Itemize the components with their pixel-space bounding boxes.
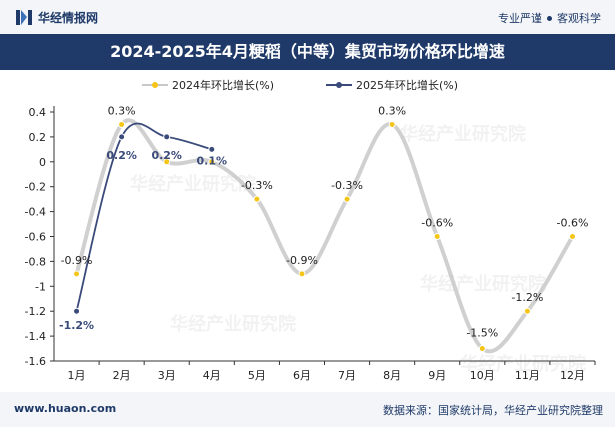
website-link[interactable]: www.huaon.com (14, 402, 117, 415)
legend-label-2: 2025年环比增长(%) (356, 78, 458, 92)
series-1-point (433, 233, 441, 240)
y-tick-label: -0.6 (25, 231, 46, 244)
series-1-point (298, 270, 306, 278)
data-label: 0.2% (106, 149, 137, 162)
series-1-point (73, 270, 81, 278)
series-2-point (163, 133, 171, 141)
x-tick-label: 1月 (68, 369, 86, 382)
x-tick-label: 11月 (515, 369, 540, 382)
series-2-point (118, 133, 126, 141)
data-label: -0.9% (61, 254, 93, 267)
tagline-left: 专业严谨 (498, 12, 542, 25)
watermark-text: 华经产业研究院 (170, 313, 296, 335)
x-tick-label: 6月 (293, 369, 311, 382)
separator-dot-icon (547, 15, 552, 21)
series-1-point (253, 195, 261, 203)
x-tick-label: 10月 (470, 369, 495, 382)
series-1-point (343, 195, 351, 203)
series-2-point (73, 307, 81, 315)
y-tick-label: 0 (39, 156, 46, 169)
data-label: -0.6% (421, 217, 453, 230)
chart-title: 2024-2025年4月粳稻（中等）集贸市场价格环比增速 (110, 42, 505, 61)
data-label: -0.3% (331, 179, 363, 192)
data-label: -1.5% (466, 327, 498, 340)
brand-name: 华经情报网 (38, 11, 99, 25)
data-label: -1.2% (511, 291, 543, 304)
legend-marker-1 (152, 82, 158, 88)
y-tick-label: -0.2 (25, 181, 46, 194)
data-label: -0.9% (286, 254, 318, 267)
x-tick-label: 5月 (248, 369, 266, 382)
top-bar: 华经情报网 专业严谨 客观科学 (0, 0, 615, 34)
footer-bar: www.huaon.com 数据来源：国家统计局，华经产业研究院整理 (0, 392, 615, 427)
tagline: 专业严谨 客观科学 (498, 10, 601, 26)
data-label: -0.6% (556, 217, 588, 230)
y-tick-label: -1 (35, 280, 46, 293)
data-label: 0.3% (378, 104, 406, 117)
y-tick-label: -0.4 (25, 206, 46, 219)
x-tick-label: 4月 (203, 369, 221, 382)
data-source: 数据来源：国家统计局，华经产业研究院整理 (383, 404, 603, 417)
series-line-2 (75, 122, 213, 312)
y-tick-label: -1.2 (25, 305, 46, 318)
tagline-right: 客观科学 (557, 12, 601, 25)
series-1-point (208, 158, 216, 166)
y-tick-label: 0.2 (29, 131, 47, 144)
legend-marker-2 (336, 82, 342, 88)
y-tick-label: 0.4 (29, 106, 47, 119)
series-1-point (568, 233, 576, 240)
x-tick-label: 8月 (383, 369, 401, 382)
series-1-point (478, 345, 486, 353)
y-tick-label: -1.4 (25, 330, 46, 343)
x-tick-label: 3月 (158, 369, 176, 382)
x-tick-label: 12月 (560, 369, 585, 382)
x-tick-label: 2月 (113, 369, 131, 382)
series-1-point (163, 158, 171, 166)
series-1-point (388, 120, 396, 128)
watermark-text: 华经产业研究院 (130, 173, 256, 195)
data-label: -0.3% (241, 179, 273, 192)
watermark-text: 华经产业研究院 (400, 123, 526, 145)
y-tick-label: -1.6 (25, 355, 46, 368)
data-label: -1.2% (59, 319, 94, 332)
series-2-point (208, 145, 216, 153)
line-chart: 华经产业研究院华经产业研究院华经产业研究院华经产业研究院华经产业研究院0.40.… (25, 78, 596, 382)
x-tick-label: 7月 (338, 369, 356, 382)
data-label: 0.1% (197, 154, 228, 167)
data-label: 0.3% (108, 104, 136, 117)
x-tick-label: 9月 (428, 369, 446, 382)
series-1-point (118, 120, 126, 128)
huajing-logo-icon (16, 10, 32, 25)
legend-label-1: 2024年环比增长(%) (172, 78, 274, 92)
data-label: 0.2% (151, 149, 182, 162)
series-1-point (523, 307, 531, 315)
y-tick-label: -0.8 (25, 255, 46, 268)
watermark-text: 华经产业研究院 (460, 353, 586, 375)
title-bar: 2024-2025年4月粳稻（中等）集贸市场价格环比增速 (0, 34, 615, 70)
